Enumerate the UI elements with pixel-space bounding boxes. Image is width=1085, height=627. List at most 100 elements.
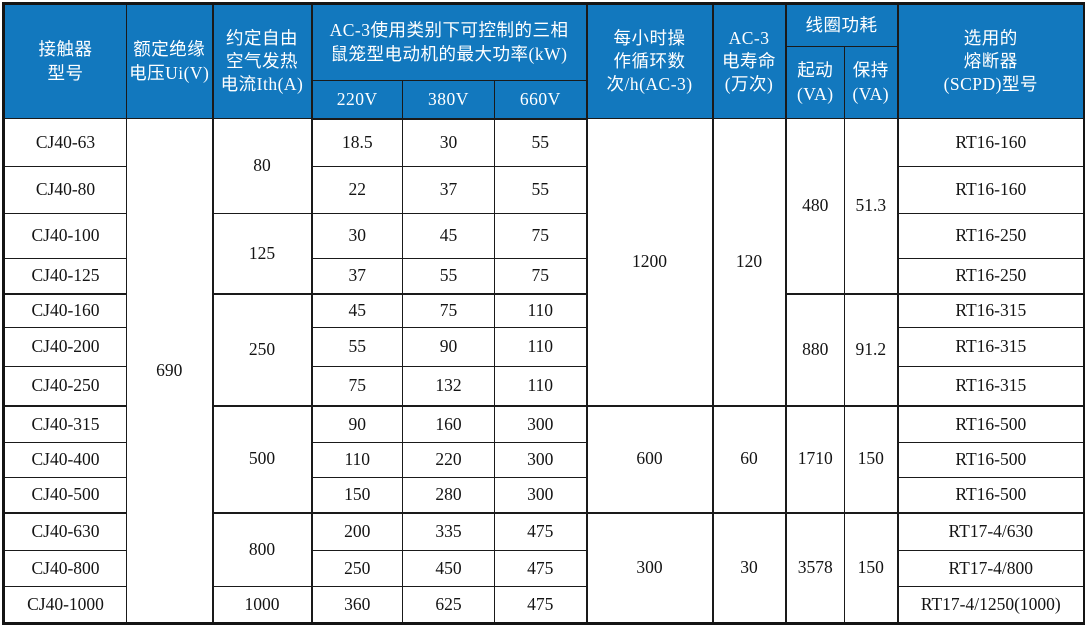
cell-power-660: 300 — [493, 477, 588, 514]
cell-model: CJ40-63 — [3, 118, 127, 167]
cell-ith: 500 — [211, 405, 312, 514]
cell-power-660: 475 — [493, 586, 588, 624]
table-row: CJ40-250 75 132 110 RT16-315 — [3, 366, 1085, 407]
cell-coil-start: 3578 — [784, 512, 846, 624]
cell-fuse: RT16-315 — [896, 366, 1085, 407]
cell-power-380: 37 — [402, 166, 495, 214]
cell-power-380: 90 — [402, 327, 495, 367]
cell-power-380: 280 — [402, 477, 495, 514]
cell-fuse: RT16-500 — [896, 442, 1085, 478]
cell-coil-hold: 150 — [844, 405, 899, 514]
table-row: CJ40-200 55 90 110 RT16-315 — [3, 327, 1085, 367]
cell-power-380: 55 — [402, 258, 495, 295]
table-row: CJ40-63 690 80 18.5 30 55 1200 120 480 5… — [3, 118, 1085, 624]
cell-power-220: 37 — [310, 258, 403, 295]
cell-power-660: 110 — [493, 293, 588, 328]
cell-power-660: 300 — [493, 442, 588, 478]
header-coil-hold: 保持 (VA) — [844, 46, 899, 119]
cell-fuse: RT16-500 — [896, 477, 1085, 514]
cell-power-660: 110 — [493, 366, 588, 407]
table-row: CJ40-800 250 450 475 RT17-4/800 — [3, 550, 1085, 587]
table-row: CJ40-500 150 280 300 RT16-500 — [3, 477, 1085, 514]
header-thermal-current: 约定自由 空气发热 电流Ith(A) — [211, 3, 312, 119]
cell-ith: 1000 — [211, 586, 312, 624]
cell-power-220: 45 — [310, 293, 403, 328]
cell-ith: 250 — [211, 293, 312, 407]
cell-fuse: RT17-4/1250(1000) — [896, 586, 1085, 624]
cell-power-380: 220 — [402, 442, 495, 478]
cell-power-380: 45 — [402, 213, 495, 259]
cell-model: CJ40-800 — [3, 550, 127, 587]
cell-ith: 800 — [211, 512, 312, 587]
table-row: CJ40-315 500 90 160 300 600 60 1710 150 … — [3, 405, 1085, 514]
cell-power-220: 250 — [310, 550, 403, 587]
cell-power-220: 110 — [310, 442, 403, 478]
cell-ops: 1200 — [585, 118, 714, 407]
cell-life: 30 — [711, 512, 787, 624]
header-220v: 220V — [310, 80, 403, 120]
cell-model: CJ40-400 — [3, 442, 127, 478]
cell-power-220: 90 — [310, 405, 403, 443]
cell-power-380: 450 — [402, 550, 495, 587]
cell-coil-hold: 150 — [844, 512, 899, 624]
cell-coil-hold: 51.3 — [844, 118, 899, 295]
header-660v: 660V — [493, 80, 588, 120]
cell-power-380: 625 — [402, 586, 495, 624]
cell-power-220: 75 — [310, 366, 403, 407]
cell-fuse: RT16-315 — [896, 327, 1085, 367]
cell-model: CJ40-1000 — [3, 586, 127, 624]
table-row: CJ40-1000 1000 360 625 475 RT17-4/1250(1… — [3, 586, 1085, 624]
cell-power-220: 18.5 — [310, 118, 403, 167]
cell-power-220: 55 — [310, 327, 403, 367]
cell-power-220: 150 — [310, 477, 403, 514]
cell-life: 120 — [711, 118, 787, 407]
cell-power-660: 75 — [493, 213, 588, 259]
cell-fuse: RT17-4/630 — [896, 512, 1085, 551]
header-coil-consumption: 线圈功耗 — [784, 3, 899, 47]
cell-coil-start: 1710 — [784, 405, 846, 514]
cell-ith: 125 — [211, 213, 312, 295]
cell-power-220: 360 — [310, 586, 403, 624]
cell-power-380: 75 — [402, 293, 495, 328]
cell-power-380: 132 — [402, 366, 495, 407]
cell-model: CJ40-500 — [3, 477, 127, 514]
table-row: CJ40-100 125 30 45 75 RT16-250 — [3, 213, 1085, 295]
cell-power-660: 475 — [493, 550, 588, 587]
cell-power-660: 55 — [493, 166, 588, 214]
header-electrical-life: AC-3 电寿命 (万次) — [711, 3, 787, 119]
cell-coil-start: 880 — [784, 293, 846, 407]
cell-fuse: RT16-160 — [896, 118, 1085, 167]
cell-life: 60 — [711, 405, 787, 514]
header-contactor-model: 接触器 型号 — [3, 3, 127, 119]
header-insulation-voltage: 额定绝缘 电压Ui(V) — [126, 3, 213, 119]
cell-fuse: RT16-500 — [896, 405, 1085, 443]
table-row: CJ40-400 110 220 300 RT16-500 — [3, 442, 1085, 478]
header-ops-per-hour: 每小时操 作循环数 次/h(AC-3) — [585, 3, 714, 119]
cell-model: CJ40-630 — [3, 512, 127, 551]
cell-fuse: RT16-315 — [896, 293, 1085, 328]
cell-model: CJ40-125 — [3, 258, 127, 295]
cell-power-220: 30 — [310, 213, 403, 259]
cell-coil-start: 480 — [784, 118, 846, 295]
table-row: CJ40-125 37 55 75 RT16-250 — [3, 258, 1085, 295]
cell-fuse: RT16-250 — [896, 213, 1085, 259]
cell-fuse: RT16-250 — [896, 258, 1085, 295]
cell-model: CJ40-315 — [3, 405, 127, 443]
header-ac3-max-power: AC-3使用类别下可控制的三相 鼠笼型电动机的最大功率(kW) — [310, 3, 588, 81]
cell-power-660: 75 — [493, 258, 588, 295]
cell-model: CJ40-160 — [3, 293, 127, 328]
cell-power-220: 200 — [310, 512, 403, 551]
cell-coil-hold: 91.2 — [844, 293, 899, 407]
cell-model: CJ40-100 — [3, 213, 127, 259]
table-row: CJ40-160 250 45 75 110 880 91.2 RT16-315 — [3, 293, 1085, 407]
cell-model: CJ40-200 — [3, 327, 127, 367]
cell-ops: 600 — [585, 405, 714, 514]
cell-power-380: 335 — [402, 512, 495, 551]
cell-ith: 80 — [211, 118, 312, 214]
cell-ui-voltage: 690 — [126, 118, 213, 624]
cell-power-220: 22 — [310, 166, 403, 214]
cell-power-660: 475 — [493, 512, 588, 551]
cell-power-380: 160 — [402, 405, 495, 443]
header-fuse-type: 选用的 熔断器 (SCPD)型号 — [896, 3, 1085, 119]
